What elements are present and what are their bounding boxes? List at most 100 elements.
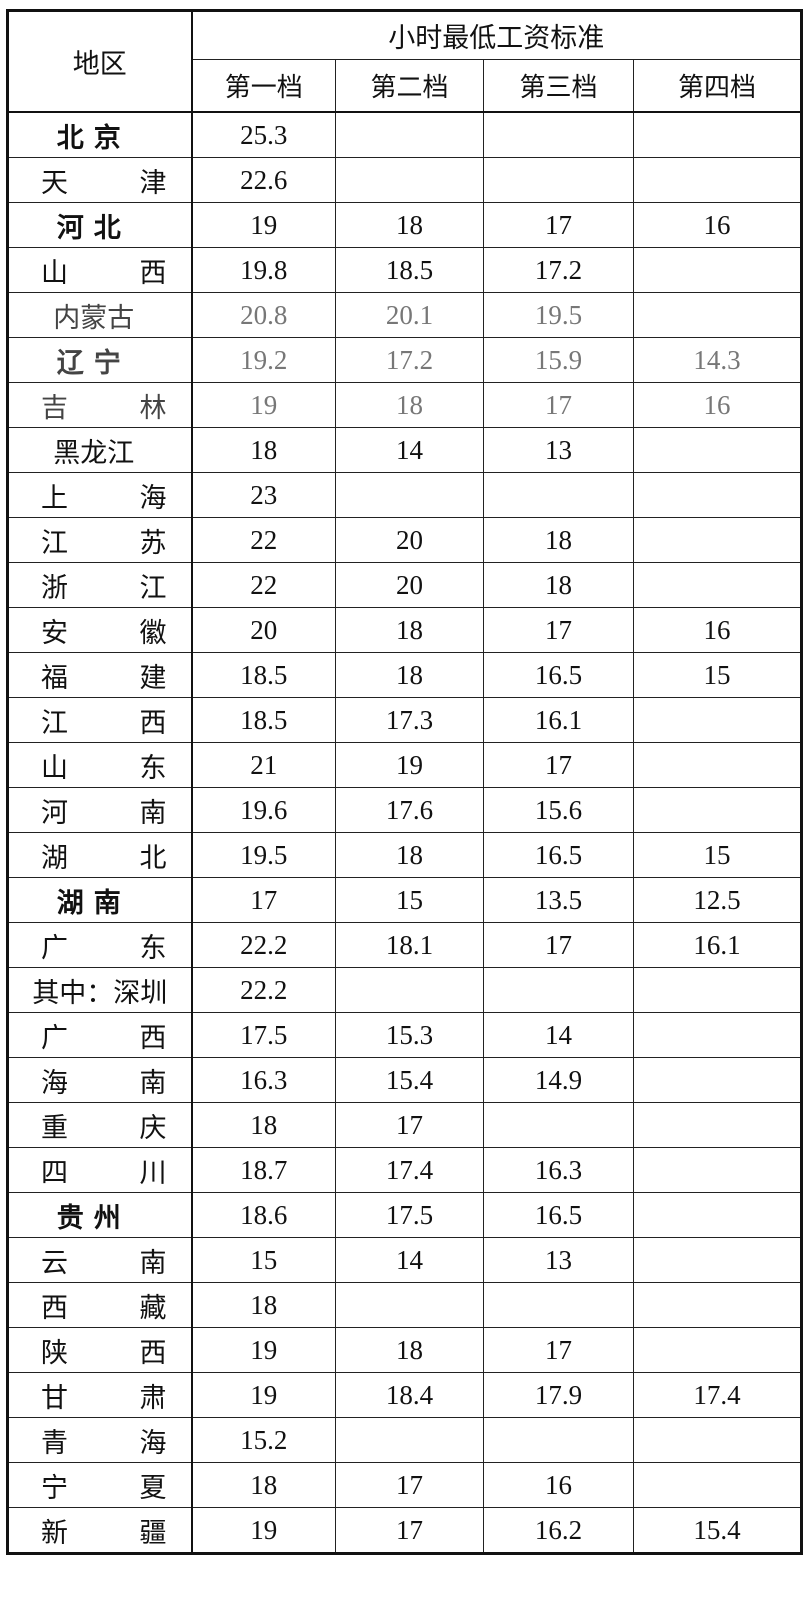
region-name-text: 江苏: [41, 527, 167, 558]
tier-1-value: 19: [191, 1327, 336, 1373]
region-name: 山东: [7, 742, 193, 788]
tier-2-value: [335, 1282, 484, 1328]
tier-1-value: 15.2: [191, 1417, 336, 1463]
region-name-text: 云南: [41, 1247, 167, 1278]
table-row: 河南 19.6 17.6 15.6: [7, 787, 802, 833]
tier-4-value: [633, 517, 802, 563]
tier-1-value: 17.5: [191, 1012, 336, 1058]
region-name: 江西: [7, 697, 193, 743]
region-name-text: 河北: [56, 212, 131, 244]
region-name: 其中：深圳: [7, 967, 193, 1013]
region-name-text: 福建: [41, 662, 167, 693]
region-name-text: 黑龙江: [53, 437, 135, 468]
table-row: 北京 25.3: [7, 111, 802, 158]
tier-4-value: [633, 292, 802, 338]
table-row: 辽宁 19.2 17.2 15.9 14.3: [7, 337, 802, 383]
tier-3-value: 16.5: [483, 832, 634, 878]
tier-2-header: 第二档: [335, 59, 484, 113]
table-row: 上海 23: [7, 472, 802, 518]
table-row: 江西 18.5 17.3 16.1: [7, 697, 802, 743]
tier-2-value: 18.5: [335, 247, 484, 293]
tier-1-value: 22: [191, 517, 336, 563]
tier-2-value: [335, 157, 484, 203]
table-row: 新疆 19 17 16.2 15.4: [7, 1507, 802, 1554]
tier-4-value: [633, 427, 802, 473]
tier-2-value: 15: [335, 877, 484, 923]
tier-4-value: [633, 742, 802, 788]
tier-4-value: [633, 472, 802, 518]
region-name-text: 天津: [41, 167, 167, 198]
region-name-text: 江西: [41, 707, 167, 738]
tier-2-value: 20: [335, 517, 484, 563]
region-name: 广西: [7, 1012, 193, 1058]
tier-1-value: 23: [191, 472, 336, 518]
tier-4-value: [633, 697, 802, 743]
region-name-text: 贵州: [56, 1202, 131, 1234]
tier-3-value: [483, 472, 634, 518]
tier-4-value: [633, 1327, 802, 1373]
region-name-text: 山西: [41, 257, 167, 288]
tier-1-value: 22.2: [191, 922, 336, 968]
tier-4-value: [633, 562, 802, 608]
region-name-text: 河南: [41, 797, 167, 828]
tier-2-value: 15.3: [335, 1012, 484, 1058]
table-row: 重庆 18 17: [7, 1102, 802, 1148]
table-row: 内蒙古 20.8 20.1 19.5: [7, 292, 802, 338]
tier-3-value: 17: [483, 922, 634, 968]
tier-2-value: 14: [335, 427, 484, 473]
table-row: 广西 17.5 15.3 14: [7, 1012, 802, 1058]
tier-2-value: 18.4: [335, 1372, 484, 1418]
tier-3-value: 17: [483, 607, 634, 653]
tier-4-value: 14.3: [633, 337, 802, 383]
table-row: 河北 19 18 17 16: [7, 202, 802, 248]
tier-3-value: 16.1: [483, 697, 634, 743]
tier-3-value: 17.2: [483, 247, 634, 293]
table-row: 湖南 17 15 13.5 12.5: [7, 877, 802, 923]
tier-4-value: 12.5: [633, 877, 802, 923]
region-name-text: 海南: [41, 1067, 167, 1098]
table-row: 广东 22.2 18.1 17 16.1: [7, 922, 802, 968]
tier-1-value: 25.3: [191, 111, 336, 158]
tier-2-value: 18: [335, 652, 484, 698]
tier-4-value: 16: [633, 202, 802, 248]
tier-2-value: 17.4: [335, 1147, 484, 1193]
tier-1-value: 18.5: [191, 652, 336, 698]
tier-1-value: 19.8: [191, 247, 336, 293]
tier-4-value: 15: [633, 832, 802, 878]
region-name-text: 青海: [41, 1427, 167, 1458]
region-name: 内蒙古: [7, 292, 193, 338]
region-name: 四川: [7, 1147, 193, 1193]
tier-3-value: 17: [483, 382, 634, 428]
tier-3-value: 13: [483, 427, 634, 473]
table-row: 湖北 19.5 18 16.5 15: [7, 832, 802, 878]
region-name: 陕西: [7, 1327, 193, 1373]
tier-3-value: [483, 1282, 634, 1328]
tier-1-value: 18: [191, 1462, 336, 1508]
tier-3-value: 14.9: [483, 1057, 634, 1103]
region-name-text: 甘肃: [41, 1382, 167, 1413]
table-row: 浙江 22 20 18: [7, 562, 802, 608]
tier-2-value: 17.6: [335, 787, 484, 833]
tier-3-value: 16: [483, 1462, 634, 1508]
tier-1-value: 17: [191, 877, 336, 923]
tier-2-value: 15.4: [335, 1057, 484, 1103]
tier-1-value: 22.6: [191, 157, 336, 203]
tier-3-value: 13: [483, 1237, 634, 1283]
region-name: 上海: [7, 472, 193, 518]
region-name-text: 陕西: [41, 1337, 167, 1368]
table-row: 山东 21 19 17: [7, 742, 802, 788]
tier-4-value: [633, 1462, 802, 1508]
table-row: 吉林 19 18 17 16: [7, 382, 802, 428]
tier-3-header: 第三档: [483, 59, 634, 113]
table-row: 宁夏 18 17 16: [7, 1462, 802, 1508]
region-name-text: 宁夏: [41, 1472, 167, 1503]
tier-2-value: 18.1: [335, 922, 484, 968]
tier-4-value: [633, 157, 802, 203]
tier-2-value: 18: [335, 202, 484, 248]
tier-2-value: 17.5: [335, 1192, 484, 1238]
table-row: 甘肃 19 18.4 17.9 17.4: [7, 1372, 802, 1418]
tier-3-value: [483, 157, 634, 203]
region-name-text: 广东: [41, 932, 167, 963]
region-name: 广东: [7, 922, 193, 968]
hourly-min-wage-header: 小时最低工资标准: [191, 10, 802, 60]
